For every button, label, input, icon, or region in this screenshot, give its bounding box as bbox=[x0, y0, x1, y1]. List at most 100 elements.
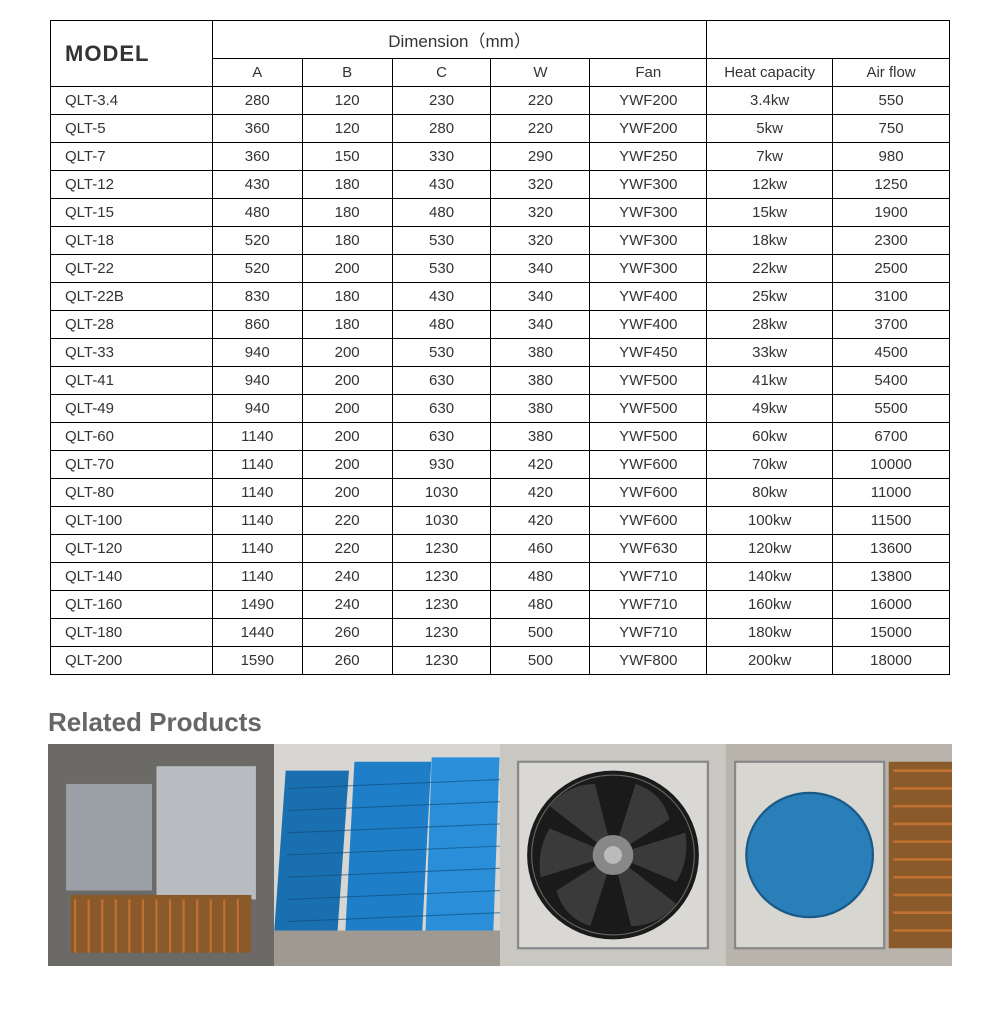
table-cell: YWF400 bbox=[590, 311, 707, 339]
table-cell: 49kw bbox=[707, 395, 833, 423]
table-cell: 150 bbox=[302, 143, 392, 171]
table-cell: 1250 bbox=[833, 171, 950, 199]
table-cell: QLT-49 bbox=[51, 395, 213, 423]
table-cell: QLT-100 bbox=[51, 507, 213, 535]
table-cell: 1140 bbox=[212, 507, 302, 535]
table-cell: 280 bbox=[392, 115, 491, 143]
table-cell: YWF500 bbox=[590, 423, 707, 451]
table-cell: 5kw bbox=[707, 115, 833, 143]
table-cell: 140kw bbox=[707, 563, 833, 591]
table-cell: 340 bbox=[491, 255, 590, 283]
column-header: A bbox=[212, 59, 302, 87]
table-cell: 7kw bbox=[707, 143, 833, 171]
table-row: QLT-22520200530340YWF30022kw2500 bbox=[51, 255, 950, 283]
table-cell: 430 bbox=[392, 171, 491, 199]
table-cell: 60kw bbox=[707, 423, 833, 451]
table-cell: 260 bbox=[302, 647, 392, 675]
table-row: QLT-5360120280220YWF2005kw750 bbox=[51, 115, 950, 143]
table-cell: 22kw bbox=[707, 255, 833, 283]
table-cell: 180kw bbox=[707, 619, 833, 647]
table-cell: 430 bbox=[212, 171, 302, 199]
column-header: W bbox=[491, 59, 590, 87]
table-cell: YWF710 bbox=[590, 563, 707, 591]
table-cell: 520 bbox=[212, 227, 302, 255]
table-cell: 420 bbox=[491, 479, 590, 507]
table-cell: 320 bbox=[491, 227, 590, 255]
table-row: QLT-18014402601230500YWF710180kw15000 bbox=[51, 619, 950, 647]
table-cell: QLT-22B bbox=[51, 283, 213, 311]
table-cell: 180 bbox=[302, 311, 392, 339]
table-cell: 940 bbox=[212, 339, 302, 367]
table-cell: 280 bbox=[212, 87, 302, 115]
product-image-4[interactable] bbox=[726, 744, 952, 966]
table-cell: 290 bbox=[491, 143, 590, 171]
table-cell: 5400 bbox=[833, 367, 950, 395]
table-cell: QLT-12 bbox=[51, 171, 213, 199]
table-cell: 550 bbox=[833, 87, 950, 115]
table-cell: QLT-200 bbox=[51, 647, 213, 675]
table-cell: 1230 bbox=[392, 647, 491, 675]
table-cell: 1230 bbox=[392, 591, 491, 619]
table-cell: QLT-7 bbox=[51, 143, 213, 171]
table-row: QLT-33940200530380YWF45033kw4500 bbox=[51, 339, 950, 367]
table-cell: 180 bbox=[302, 283, 392, 311]
table-cell: 630 bbox=[392, 395, 491, 423]
table-cell: 500 bbox=[491, 647, 590, 675]
table-cell: 260 bbox=[302, 619, 392, 647]
table-cell: 13600 bbox=[833, 535, 950, 563]
table-cell: QLT-5 bbox=[51, 115, 213, 143]
table-cell: 200 bbox=[302, 423, 392, 451]
table-cell: 1030 bbox=[392, 507, 491, 535]
table-cell: 240 bbox=[302, 563, 392, 591]
table-cell: 200 bbox=[302, 367, 392, 395]
product-image-2[interactable] bbox=[274, 744, 500, 966]
table-cell: 200 bbox=[302, 255, 392, 283]
table-cell: 2500 bbox=[833, 255, 950, 283]
table-cell: 940 bbox=[212, 395, 302, 423]
product-image-3[interactable] bbox=[500, 744, 726, 966]
table-cell: 1900 bbox=[833, 199, 950, 227]
related-products-row bbox=[48, 744, 952, 966]
table-cell: 1230 bbox=[392, 619, 491, 647]
table-cell: 220 bbox=[302, 507, 392, 535]
table-cell: YWF450 bbox=[590, 339, 707, 367]
product-image-1[interactable] bbox=[48, 744, 274, 966]
table-row: QLT-3.4280120230220YWF2003.4kw550 bbox=[51, 87, 950, 115]
spec-header-blank bbox=[707, 21, 950, 59]
table-cell: 940 bbox=[212, 367, 302, 395]
table-cell: YWF710 bbox=[590, 619, 707, 647]
table-cell: 120 bbox=[302, 115, 392, 143]
table-cell: YWF600 bbox=[590, 507, 707, 535]
table-cell: 1590 bbox=[212, 647, 302, 675]
table-cell: QLT-60 bbox=[51, 423, 213, 451]
table-row: QLT-28860180480340YWF40028kw3700 bbox=[51, 311, 950, 339]
table-cell: 1230 bbox=[392, 563, 491, 591]
table-cell: 1490 bbox=[212, 591, 302, 619]
table-cell: 120kw bbox=[707, 535, 833, 563]
table-cell: QLT-160 bbox=[51, 591, 213, 619]
table-cell: 28kw bbox=[707, 311, 833, 339]
related-products-title: Related Products bbox=[48, 707, 952, 738]
table-cell: 180 bbox=[302, 227, 392, 255]
table-cell: 380 bbox=[491, 339, 590, 367]
table-cell: 13800 bbox=[833, 563, 950, 591]
table-cell: 360 bbox=[212, 115, 302, 143]
table-cell: 480 bbox=[491, 563, 590, 591]
model-header: MODEL bbox=[51, 21, 213, 87]
table-cell: YWF710 bbox=[590, 591, 707, 619]
table-cell: 120 bbox=[302, 87, 392, 115]
table-cell: 380 bbox=[491, 367, 590, 395]
table-cell: QLT-120 bbox=[51, 535, 213, 563]
table-row: QLT-16014902401230480YWF710160kw16000 bbox=[51, 591, 950, 619]
table-cell: YWF300 bbox=[590, 227, 707, 255]
table-cell: 240 bbox=[302, 591, 392, 619]
table-cell: 530 bbox=[392, 255, 491, 283]
table-row: QLT-15480180480320YWF30015kw1900 bbox=[51, 199, 950, 227]
table-cell: 460 bbox=[491, 535, 590, 563]
table-cell: 18000 bbox=[833, 647, 950, 675]
table-cell: 220 bbox=[302, 535, 392, 563]
related-products-section: Related Products bbox=[0, 685, 1000, 966]
table-cell: YWF800 bbox=[590, 647, 707, 675]
table-cell: 480 bbox=[392, 199, 491, 227]
table-cell: 320 bbox=[491, 171, 590, 199]
